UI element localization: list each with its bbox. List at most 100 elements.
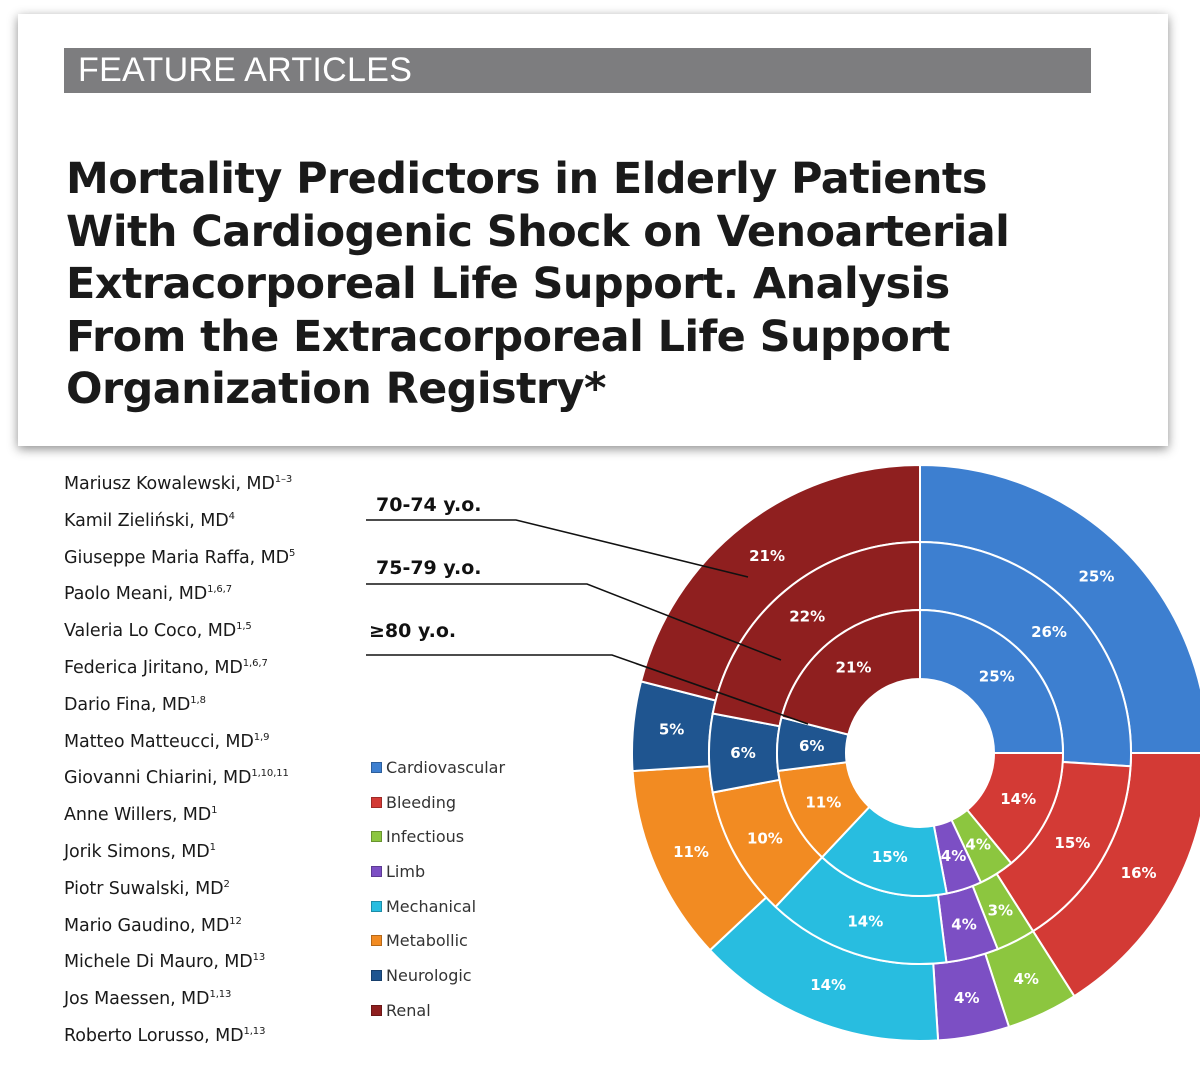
segment-label: 21%	[749, 547, 785, 565]
section-bar: FEATURE ARTICLES	[64, 48, 1091, 93]
author-affiliation: 5	[288, 547, 296, 559]
author-item: Roberto Lorusso, MD1,13	[64, 1024, 364, 1061]
legend-swatch	[371, 865, 382, 877]
legend-swatch	[371, 900, 382, 912]
author-affiliation: 1,10,11	[251, 768, 289, 780]
author-item: Michele Di Mauro, MD13	[64, 950, 364, 987]
author-item: Federica Jiritano, MD1,6,7	[64, 656, 364, 693]
author-name: Michele Di Mauro, MD	[64, 952, 253, 973]
segment-label: 15%	[872, 848, 908, 866]
chart-segment-labels: 25%16%4%4%14%11%5%21%26%15%3%4%14%10%6%2…	[659, 547, 1157, 1007]
leader-line-0	[366, 519, 749, 578]
segment-label: 16%	[1121, 864, 1157, 882]
legend-item: Neurologic	[371, 958, 505, 993]
leader-line-2	[366, 654, 809, 725]
series-label-70-74: 70-74 y.o.	[376, 494, 482, 516]
author-affiliation: 1	[209, 842, 216, 854]
author-item: Mario Gaudino, MD12	[64, 914, 364, 951]
author-name: Matteo Matteucci, MD	[64, 731, 254, 752]
title-line: Extracorporeal Life Support. Analysis	[66, 259, 950, 309]
segment-label: 4%	[951, 915, 976, 933]
article-title: Mortality Predictors in Elderly Patients…	[66, 153, 1126, 416]
legend-swatch	[371, 796, 382, 808]
legend-item: Mechanical	[371, 889, 505, 924]
legend-swatch	[371, 935, 382, 947]
author-name: Dario Fina, MD	[64, 694, 191, 715]
author-item: Jos Maessen, MD1,13	[64, 987, 364, 1024]
author-name: Anne Willers, MD	[64, 805, 212, 826]
series-label-75-79: 75-79 y.o.	[376, 557, 482, 579]
title-line: From the Extracorporeal Life Support	[66, 311, 950, 362]
donut-segment-inner-renal	[780, 608, 921, 736]
segment-label: 5%	[659, 721, 684, 739]
author-item: Valeria Lo Coco, MD1,5	[64, 619, 364, 656]
legend-label: Neurologic	[386, 965, 472, 985]
chart-rings	[631, 463, 1200, 1042]
legend-item: Cardiovascular	[371, 750, 505, 785]
segment-label: 4%	[1013, 970, 1038, 988]
author-affiliation: 1,6,7	[207, 584, 233, 596]
segment-label: 15%	[1054, 834, 1090, 852]
author-affiliation: 2	[223, 878, 230, 890]
author-affiliation: 1–3	[274, 474, 293, 486]
author-affiliation: 1,13	[209, 989, 232, 1001]
legend-label: Renal	[386, 1000, 431, 1020]
legend-label: Metabollic	[386, 931, 468, 951]
segment-label: 21%	[836, 658, 872, 676]
author-affiliation: 1,8	[190, 694, 206, 706]
segment-label: 6%	[799, 737, 824, 755]
author-name: Jos Maessen, MD	[64, 989, 210, 1010]
author-item: Mariusz Kowalewski, MD1–3	[64, 472, 364, 509]
author-item: Dario Fina, MD1,8	[64, 693, 364, 730]
series-label-80-plus: ≥80 y.o.	[369, 620, 457, 642]
leader-line-1	[366, 583, 782, 661]
legend-label: Bleeding	[386, 792, 457, 812]
legend-label: Cardiovascular	[386, 757, 506, 777]
segment-label: 4%	[954, 989, 979, 1007]
segment-label: 25%	[1078, 568, 1114, 586]
author-item: Giovanni Chiarini, MD1,10,11	[64, 766, 364, 803]
author-name: Jorik Simons, MD	[64, 841, 210, 862]
chart-leader-lines	[366, 519, 809, 725]
author-item: Piotr Suwalski, MD2	[64, 877, 364, 914]
author-item: Kamil Zieliński, MD4	[64, 509, 364, 546]
legend-swatch	[371, 1004, 382, 1016]
segment-label: 14%	[847, 912, 883, 930]
author-affiliation: 1,13	[243, 1026, 266, 1038]
legend-item: Metabollic	[371, 923, 505, 958]
legend-label: Limb	[386, 861, 426, 881]
legend-item: Infectious	[371, 819, 505, 854]
legend-label: Mechanical	[386, 896, 477, 916]
author-name: Federica Jiritano, MD	[64, 657, 243, 678]
title-line: Mortality Predictors in Elderly Patients	[66, 154, 987, 204]
author-affiliation: 1,9	[253, 731, 270, 743]
author-item: Matteo Matteucci, MD1,9	[64, 730, 364, 767]
segment-label: 14%	[810, 976, 846, 994]
author-affiliation: 12	[229, 915, 242, 927]
author-item: Jorik Simons, MD1	[64, 840, 364, 877]
author-affiliation: 13	[252, 952, 266, 964]
donut-segment-inner-cardiovascular	[919, 608, 1065, 754]
legend-item: Bleeding	[371, 785, 505, 820]
author-item: Giuseppe Maria Raffa, MD5	[64, 546, 364, 583]
segment-label: 14%	[1000, 790, 1036, 808]
author-list: Mariusz Kowalewski, MD1–3 Kamil Zieliński…	[64, 472, 364, 1061]
author-name: Roberto Lorusso, MD	[64, 1025, 244, 1046]
author-name: Giovanni Chiarini, MD	[64, 768, 252, 789]
segment-label: 11%	[805, 793, 841, 811]
author-name: Mariusz Kowalewski, MD	[64, 474, 275, 494]
legend-item: Renal	[371, 993, 505, 1028]
author-name: Kamil Zieliński, MD	[64, 510, 229, 531]
segment-label: 10%	[747, 829, 783, 847]
legend-swatch	[371, 831, 382, 843]
segment-label: 11%	[673, 843, 709, 861]
author-item: Anne Willers, MD1	[64, 803, 364, 840]
author-name: Mario Gaudino, MD	[64, 915, 230, 936]
author-affiliation: 1,5	[236, 621, 252, 633]
segment-label: 26%	[1031, 623, 1067, 641]
segment-label: 22%	[789, 608, 825, 626]
author-name: Paolo Meani, MD	[64, 584, 208, 605]
author-affiliation: 4	[228, 510, 235, 522]
chart-legend: Cardiovascular Bleeding Infectious Limb Mech…	[371, 750, 505, 1028]
